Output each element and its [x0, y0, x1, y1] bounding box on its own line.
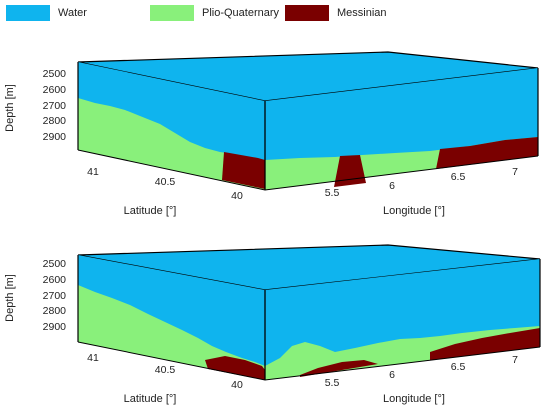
bottom-longitude-tick-6: 6 — [389, 369, 395, 381]
bottom-latitude-tick-40: 40 — [231, 379, 243, 391]
left-face-plio-quaternary — [78, 98, 265, 190]
bottom-right-face-messinian-2 — [430, 328, 540, 360]
panel-bottom: 2500 2600 2700 2800 2900 Depth [m] 41 40… — [4, 244, 541, 405]
legend-label-messinian: Messinian — [337, 7, 387, 19]
right-face-messinian-1 — [334, 155, 366, 187]
bottom-left-face-messinian — [205, 356, 265, 380]
bottom-depth-axis-label: Depth [m] — [4, 274, 16, 322]
legend-item-water: Water — [6, 4, 87, 22]
longitude-axis-label: Longitude [°] — [383, 205, 445, 217]
bottom-depth-tick-2900: 2900 — [43, 321, 67, 333]
bottom-depth-tick-2500: 2500 — [43, 258, 67, 270]
bottom-longitude-tick-5-5: 5.5 — [325, 377, 340, 389]
latitude-tick-40: 40 — [231, 190, 243, 202]
legend-item-plio-quaternary: Plio-Quaternary — [150, 4, 279, 22]
depth-axis-label: Depth [m] — [4, 84, 16, 132]
latitude-tick-40-5: 40.5 — [155, 176, 176, 188]
depth-tick-2900: 2900 — [43, 131, 67, 143]
longitude-tick-6-5: 6.5 — [451, 171, 466, 183]
legend-swatch-messinian — [285, 5, 329, 21]
bottom-left-face-plio-quaternary — [78, 285, 265, 380]
bottom-longitude-tick-7: 7 — [512, 354, 518, 366]
longitude-tick-5-5: 5.5 — [325, 187, 340, 199]
left-face-messinian — [222, 152, 265, 189]
panel-top: 2500 2600 2700 2800 2900 Depth [m] 41 40… — [4, 51, 539, 217]
latitude-axis-label: Latitude [°] — [124, 205, 177, 217]
depth-tick-2700: 2700 — [43, 100, 67, 112]
bottom-latitude-axis-label: Latitude [°] — [124, 393, 177, 405]
bottom-latitude-tick-41: 41 — [87, 352, 99, 364]
bottom-longitude-axis-label: Longitude [°] — [383, 393, 445, 405]
legend-swatch-plio-quaternary — [150, 5, 194, 21]
legend-label-plio-quaternary: Plio-Quaternary — [202, 7, 280, 19]
depth-tick-2800: 2800 — [43, 115, 67, 127]
latitude-tick-41: 41 — [87, 166, 99, 178]
legend-swatch-water — [6, 5, 50, 21]
legend-item-messinian: Messinian — [285, 4, 387, 22]
legend-label-water: Water — [58, 7, 87, 19]
depth-tick-2500: 2500 — [43, 68, 67, 80]
right-face-messinian-2 — [436, 137, 538, 169]
longitude-tick-6: 6 — [389, 180, 395, 192]
bottom-latitude-tick-40-5: 40.5 — [155, 364, 176, 376]
bottom-depth-tick-2800: 2800 — [43, 305, 67, 317]
longitude-tick-7: 7 — [512, 166, 518, 178]
bottom-depth-tick-2700: 2700 — [43, 290, 67, 302]
depth-tick-2600: 2600 — [43, 84, 67, 96]
bottom-longitude-tick-6-5: 6.5 — [451, 361, 466, 373]
bottom-depth-tick-2600: 2600 — [43, 274, 67, 286]
bottom-right-face-messinian-1 — [300, 360, 378, 377]
